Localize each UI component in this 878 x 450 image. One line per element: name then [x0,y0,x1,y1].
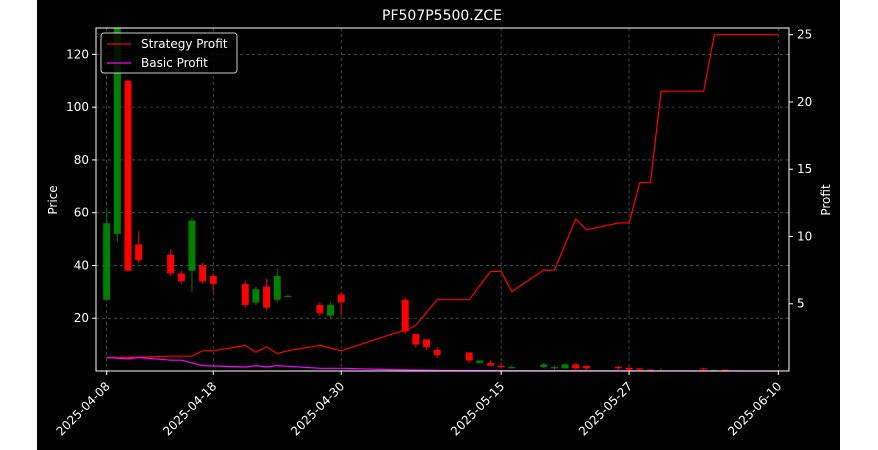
right-tick-label: 10 [797,229,812,243]
candle-body [433,349,441,356]
chart-figure: 20 40 60 80 100 120 5 10 15 20 25 2025-04-08 2025-… [37,0,840,450]
right-axis-ticks: 5 10 15 20 25 [789,28,812,311]
profit-lines [106,34,779,372]
basic-profit-line [106,356,779,372]
strategy-profit-line [106,34,779,359]
candle-body [412,334,420,345]
left-axis-ticks: 20 40 60 80 100 120 [66,47,96,325]
left-tick-label: 40 [74,258,89,272]
candle-body [721,369,729,371]
candle-body [316,305,324,313]
legend-box [100,32,238,74]
candle-body [614,367,622,369]
candle-body [263,286,271,308]
right-axis-title: Profit [819,184,833,216]
left-tick-label: 120 [66,47,89,61]
candle-body [636,368,644,370]
candle-body [327,305,335,316]
candle-body [124,80,132,271]
candle-body [476,360,484,364]
candle-body [646,369,654,371]
candle-body [423,339,431,348]
legend-label-basic-profit: Basic Profit [141,56,208,70]
plot-frame [95,27,790,372]
right-tick-label: 5 [797,297,805,311]
legend: Strategy Profit Basic Profit [100,32,238,74]
left-tick-label: 100 [66,100,89,114]
candle-body [188,220,196,271]
candle-body [284,295,292,298]
candle-body [401,299,409,332]
chart-title: PF507P5500.ZCE [382,8,502,24]
candle-body [572,364,580,369]
right-tick-label: 25 [797,28,812,42]
candle-body [167,254,175,274]
candle-body [625,367,633,370]
candle-body [177,273,185,282]
candle-body [135,244,143,261]
candle-body [582,365,590,369]
candle-body [252,289,260,303]
candle-body [700,368,708,370]
candle-body [209,276,217,284]
candle-body [486,363,494,366]
right-tick-label: 15 [797,162,812,176]
candle-body [540,364,548,368]
left-axis-title: Price [46,185,60,214]
left-tick-label: 20 [74,311,89,325]
candle-body [497,365,505,368]
candle-body [199,265,207,282]
candle-body [550,367,558,369]
candle-body [337,294,345,303]
legend-label-strategy-profit: Strategy Profit [141,37,228,51]
candle-body [273,276,281,300]
candle-body [103,223,111,300]
candle-body [113,28,121,234]
left-tick-label: 80 [74,153,89,167]
right-tick-label: 20 [797,95,812,109]
candle-body [465,352,473,361]
candle-body [241,283,249,306]
candle-body [508,367,516,369]
candlesticks [103,28,729,372]
candle-body [561,364,569,369]
left-tick-label: 60 [74,206,89,220]
